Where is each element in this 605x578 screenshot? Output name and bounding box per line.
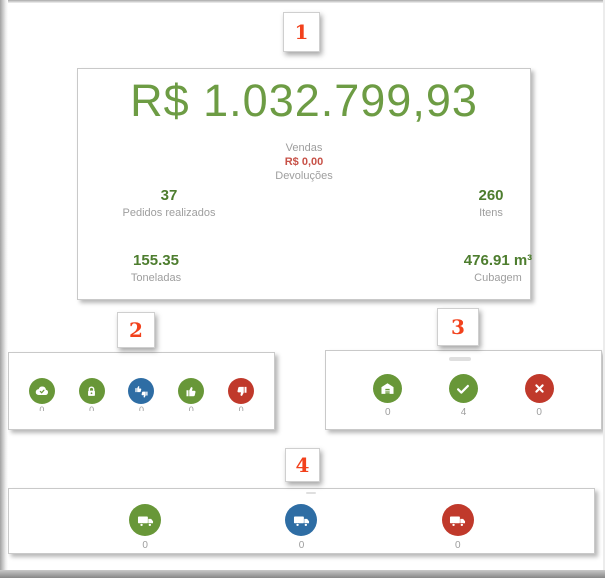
status-count: 0	[39, 406, 45, 411]
sales-label: Vendas	[285, 142, 323, 154]
truck-icon[interactable]	[129, 504, 162, 536]
status-item-cloud[interactable]: 0	[28, 378, 55, 411]
sales-summary-card: R$ 1.032.799,93 Vendas R$ 0,00 Devoluçõe…	[77, 68, 532, 300]
stat-pedidos: 37 Pedidos realizados	[89, 187, 249, 219]
order-status-card: 0 0	[8, 352, 275, 430]
status-item-lock[interactable]: 0	[78, 378, 105, 411]
thumbs-down-icon[interactable]	[228, 378, 255, 404]
annotation-badge-1: 1	[283, 12, 320, 52]
sales-returns-block: Vendas R$ 0,00 Devoluções	[78, 141, 530, 183]
approval-icon-row: 0 4 0	[326, 374, 601, 418]
stat-itens: 260 Itens	[431, 187, 551, 219]
cloud-check-icon[interactable]	[28, 378, 55, 404]
status-item-thumbs-pair[interactable]: 0	[128, 378, 155, 411]
annotation-badge-3: 3	[437, 308, 479, 346]
shipping-count: 0	[298, 540, 305, 551]
thumbs-up-icon[interactable]	[178, 378, 205, 404]
annotation-badge-2: 2	[117, 312, 155, 348]
warehouse-icon[interactable]	[373, 374, 403, 403]
truck-icon[interactable]	[285, 504, 318, 536]
shipping-icon-row: 0 0 0	[9, 504, 594, 551]
approval-count: 4	[460, 407, 467, 418]
annotation-badge-4: 4	[285, 448, 320, 482]
stat-itens-value: 260	[478, 187, 504, 204]
truck-icon[interactable]	[441, 504, 474, 536]
returns-value: R$ 0,00	[284, 156, 324, 168]
status-count: 0	[138, 406, 144, 411]
frame-edge-left	[0, 0, 8, 578]
frame-edge-top	[0, 0, 605, 3]
returns-label: Devoluções	[275, 170, 333, 182]
frame-edge-right	[603, 0, 605, 578]
clipped-text-artifact	[449, 357, 471, 361]
approval-item-rejected[interactable]: 0	[524, 374, 554, 418]
order-status-icon-row: 0 0	[9, 378, 274, 411]
frame-edge-bottom	[0, 570, 605, 578]
stat-cubagem-label: Cubagem	[474, 272, 522, 284]
stat-pedidos-label: Pedidos realizados	[122, 207, 216, 219]
status-count: 0	[89, 406, 95, 411]
approval-card: 0 4 0	[325, 350, 602, 430]
status-count: 0	[238, 406, 244, 411]
shipping-card: 0 0 0	[8, 488, 595, 554]
approval-count: 0	[385, 407, 391, 418]
check-icon[interactable]	[448, 374, 478, 403]
shipping-count: 0	[455, 540, 461, 551]
stat-itens-label: Itens	[479, 207, 503, 219]
lock-icon[interactable]	[78, 378, 105, 404]
stat-cubagem-value: 476.91 m³	[463, 252, 533, 269]
approval-count: 0	[536, 407, 542, 418]
shipping-count: 0	[142, 540, 148, 551]
status-count: 0	[188, 406, 194, 411]
stat-toneladas: 155.35 Toneladas	[86, 252, 226, 284]
shipping-item-green[interactable]: 0	[129, 504, 162, 551]
status-item-thumbs-up[interactable]: 0	[178, 378, 205, 411]
status-item-thumbs-down[interactable]: 0	[228, 378, 255, 411]
shipping-item-red[interactable]: 0	[441, 504, 474, 551]
stat-cubagem: 476.91 m³ Cubagem	[428, 252, 568, 284]
approval-item-warehouse[interactable]: 0	[373, 374, 403, 418]
approval-item-approved[interactable]: 4	[448, 374, 478, 418]
clipped-text-artifact	[306, 492, 316, 494]
thumbs-up-down-icon[interactable]	[128, 378, 155, 404]
total-sales-value: R$ 1.032.799,93	[130, 75, 478, 126]
stat-pedidos-value: 37	[160, 187, 178, 204]
shipping-item-blue[interactable]: 0	[285, 504, 318, 551]
stat-toneladas-label: Toneladas	[130, 272, 182, 284]
stat-toneladas-value: 155.35	[133, 252, 179, 269]
x-icon[interactable]	[524, 374, 554, 403]
